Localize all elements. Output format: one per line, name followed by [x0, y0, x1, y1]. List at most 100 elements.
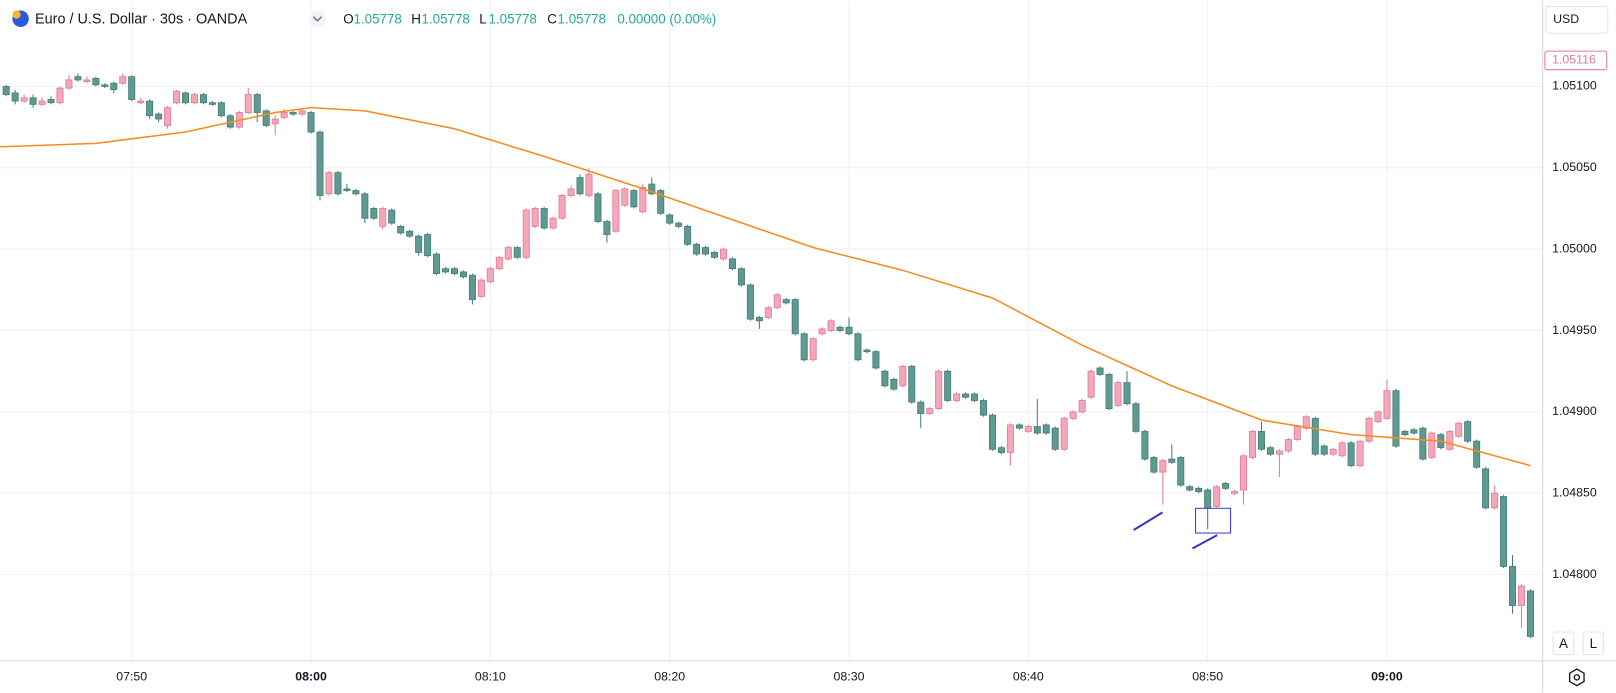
symbol-title[interactable]: Euro / U.S. Dollar · 30s · OANDA [35, 12, 248, 28]
trend-line[interactable] [1133, 511, 1164, 531]
candle-body [1347, 442, 1355, 466]
x-tick-label: 09:00 [1371, 670, 1403, 684]
candle-body [693, 243, 701, 255]
y-tick-label: 1.05050 [1552, 160, 1597, 174]
candle-body [1302, 416, 1310, 429]
candle-body [190, 94, 198, 104]
candle-body [1033, 426, 1041, 434]
candle-body [119, 76, 127, 84]
collapse-button[interactable] [309, 10, 326, 28]
x-tick-label: 07:50 [116, 670, 147, 684]
candle-body [917, 401, 925, 414]
price-label-box [1544, 50, 1608, 71]
candle-body [1051, 427, 1059, 450]
candle-body [1150, 457, 1158, 473]
candle-body [1500, 496, 1508, 567]
candle-body [468, 274, 476, 301]
candle-body [1213, 486, 1221, 507]
candle-body [1141, 430, 1149, 460]
candle-body [1320, 445, 1328, 455]
candle-body [244, 94, 252, 113]
candle-body [397, 225, 405, 234]
candle-body [1195, 487, 1203, 493]
candle-body [540, 208, 548, 229]
candle-body [1222, 483, 1230, 489]
candle-body [253, 94, 261, 113]
candle-body [262, 110, 270, 126]
x-tick-label: 08:30 [834, 670, 865, 684]
candle-body [1410, 429, 1418, 434]
auto-scale-label: A [1559, 636, 1568, 651]
change-value: 0.00000 (0.00%) [617, 11, 716, 26]
candle-body [1006, 424, 1014, 453]
ohlc-value: 1.05778 [489, 11, 537, 26]
auto-scale-button[interactable] [1552, 631, 1575, 656]
candle-body [836, 326, 844, 331]
candle-body [997, 447, 1005, 453]
candle-body [746, 284, 754, 320]
candle-body [450, 268, 459, 274]
candle-body [1096, 367, 1104, 375]
candle-body [1069, 411, 1077, 419]
candle-body [1024, 426, 1032, 432]
candle-body [199, 94, 207, 104]
candle-body [298, 110, 306, 115]
y-tick-label: 1.05100 [1552, 79, 1597, 93]
candle-body [433, 253, 441, 274]
candle-body [271, 118, 279, 125]
candle-body [1015, 424, 1023, 429]
candle-body [612, 190, 620, 232]
candle-body [1284, 439, 1292, 452]
candle-body [1266, 447, 1274, 455]
legend: Euro / U.S. Dollar · 30s · OANDA O 1.057… [12, 10, 716, 28]
candle-body [666, 214, 674, 224]
candle-body [2, 86, 10, 96]
candle-body [1231, 491, 1239, 494]
log-scale-button[interactable] [1582, 631, 1605, 656]
candle-body [648, 183, 656, 195]
candle-body [1204, 489, 1212, 509]
trend-line[interactable] [1191, 534, 1218, 550]
candle-body [406, 230, 414, 237]
x-tick-label: 08:10 [475, 670, 506, 684]
candle-body [791, 299, 799, 335]
candle-body [1078, 400, 1086, 413]
settings-button[interactable] [1568, 668, 1585, 687]
x-tick-label: 08:00 [295, 670, 327, 684]
candle-body [217, 102, 225, 117]
candle-body [576, 177, 584, 195]
candle-body [1419, 427, 1427, 460]
candle-body [737, 268, 745, 286]
candle-body [164, 107, 172, 126]
candle-body [379, 208, 387, 227]
candle-body [459, 271, 467, 278]
ohlc-value: 1.05778 [354, 11, 402, 26]
candle-body [504, 247, 512, 260]
y-tick-label: 1.05000 [1552, 241, 1597, 255]
candle-body [442, 268, 450, 273]
candle-body [1482, 468, 1490, 509]
candle-body [307, 112, 315, 133]
candle-body [208, 102, 216, 105]
candle-body [289, 112, 297, 115]
candle-body [908, 365, 916, 403]
candle-body [20, 97, 28, 102]
currency-button[interactable] [1545, 5, 1609, 34]
candle-body [325, 172, 333, 195]
candle-body [890, 378, 898, 390]
candle-body [101, 84, 109, 87]
candle-body [988, 414, 996, 450]
candle-body [1105, 374, 1113, 410]
candle-body [1517, 585, 1525, 606]
candle-body [872, 351, 880, 369]
rectangle-drawing[interactable] [1194, 507, 1232, 534]
candle-body [558, 195, 566, 219]
candle-body [1159, 460, 1167, 473]
settings-icon-center [1573, 674, 1581, 681]
candle-body [65, 79, 73, 89]
candle-body [388, 209, 396, 224]
candle-body [881, 370, 889, 387]
candle-body [827, 320, 835, 331]
candle-body [594, 193, 602, 222]
